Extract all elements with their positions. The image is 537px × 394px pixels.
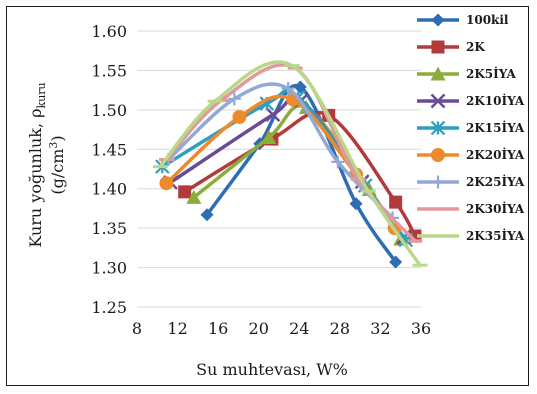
y-axis-title-main: Kuru yoğunluk, ρ bbox=[26, 108, 45, 247]
y-tick-label: 1.40 bbox=[91, 180, 127, 199]
data-point bbox=[159, 176, 174, 191]
data-point bbox=[349, 197, 363, 211]
chart-frame: 1.25 1.30 1.35 1.40 1.45 1.50 1.55 1.60 8 12 16 20… bbox=[6, 6, 529, 386]
x-tick-label: 20 bbox=[249, 319, 269, 338]
legend-label: 2K30İYA bbox=[466, 201, 525, 216]
y-axis-title-subscript: kuru bbox=[35, 82, 48, 108]
y-tick-label: 1.25 bbox=[91, 298, 127, 317]
data-point bbox=[389, 195, 403, 209]
legend-entry: 2K bbox=[417, 40, 485, 54]
data-point bbox=[265, 107, 281, 122]
legend-label: 2K15İYA bbox=[466, 120, 525, 135]
legend-entry: 2K15İYA bbox=[417, 120, 525, 136]
data-point bbox=[389, 255, 403, 269]
svg-text:(g/cm3): (g/cm3) bbox=[47, 135, 67, 194]
data-point bbox=[186, 189, 202, 204]
legend-swatch-marker bbox=[430, 120, 446, 136]
legend-label: 100kil bbox=[466, 13, 509, 27]
series-2K bbox=[178, 108, 422, 243]
x-tick-label: 36 bbox=[411, 319, 431, 338]
y-axis-title: Kuru yoğunluk, ρkuru (g/cm3) bbox=[26, 82, 67, 247]
y-tick-label: 1.35 bbox=[91, 219, 127, 238]
legend-entry: 2K10İYA bbox=[417, 93, 525, 109]
data-point bbox=[281, 82, 295, 96]
legend-swatch-marker bbox=[431, 40, 445, 54]
legend-label: 2K bbox=[466, 40, 485, 54]
legend-label: 2K25İYA bbox=[466, 174, 525, 189]
series-line bbox=[192, 103, 403, 241]
series-100kil bbox=[200, 80, 403, 269]
legend-swatch-marker bbox=[431, 148, 445, 162]
x-tick-label: 32 bbox=[370, 319, 390, 338]
legend: 100kil 2K 2K5İYA 2K10İYA 2K15İYA 2K20İYA 2K25İ… bbox=[417, 13, 525, 243]
data-point bbox=[227, 92, 241, 106]
y-axis-unit-superscript: 3 bbox=[47, 142, 60, 149]
legend-label: 2K35İYA bbox=[466, 228, 525, 243]
y-tick-label: 1.55 bbox=[91, 61, 127, 80]
legend-label: 2K20İYA bbox=[466, 147, 525, 162]
data-point bbox=[331, 155, 345, 169]
x-tick-label: 12 bbox=[167, 319, 187, 338]
y-tick-labels: 1.25 1.30 1.35 1.40 1.45 1.50 1.55 1.60 bbox=[91, 22, 127, 317]
data-point bbox=[232, 109, 247, 124]
x-tick-label: 28 bbox=[330, 319, 350, 338]
y-tick-label: 1.45 bbox=[91, 140, 127, 159]
x-tick-label: 16 bbox=[208, 319, 228, 338]
data-point bbox=[293, 80, 307, 94]
series-2K35İYA bbox=[152, 60, 428, 267]
y-tick-label: 1.60 bbox=[91, 22, 127, 41]
y-axis-unit: (g/cm bbox=[48, 149, 67, 195]
x-tick-label: 24 bbox=[289, 319, 309, 338]
legend-label: 2K10İYA bbox=[466, 93, 525, 108]
legend-entry: 2K20İYA bbox=[417, 147, 525, 162]
svg-text:Kuru yoğunluk, ρkuru: Kuru yoğunluk, ρkuru bbox=[26, 82, 48, 247]
chart-svg: 1.25 1.30 1.35 1.40 1.45 1.50 1.55 1.60 8 12 16 20… bbox=[26, 13, 525, 379]
legend-entry: 2K25İYA bbox=[417, 174, 525, 189]
legend-entry: 2K5İYA bbox=[417, 66, 517, 81]
legend-swatch-marker bbox=[431, 13, 445, 27]
legend-entry: 2K35İYA bbox=[417, 228, 525, 243]
legend-swatch-marker bbox=[430, 66, 446, 81]
legend-label: 2K5İYA bbox=[466, 66, 517, 81]
x-axis-title: Su muhtevası, W% bbox=[196, 360, 348, 379]
x-tick-label: 8 bbox=[132, 319, 142, 338]
legend-entry: 2K30İYA bbox=[417, 201, 525, 216]
data-point bbox=[178, 185, 192, 199]
y-tick-label: 1.50 bbox=[91, 101, 127, 120]
x-tick-labels: 8 12 16 20 24 28 32 36 bbox=[132, 319, 431, 338]
y-axis-unit-close: ) bbox=[48, 135, 67, 141]
y-tick-label: 1.30 bbox=[91, 259, 127, 278]
legend-swatch-marker bbox=[431, 175, 445, 189]
legend-swatch-marker bbox=[430, 93, 446, 109]
data-point bbox=[200, 208, 214, 222]
series-group bbox=[152, 60, 428, 269]
legend-entry: 100kil bbox=[417, 13, 509, 27]
data-point bbox=[261, 129, 277, 144]
